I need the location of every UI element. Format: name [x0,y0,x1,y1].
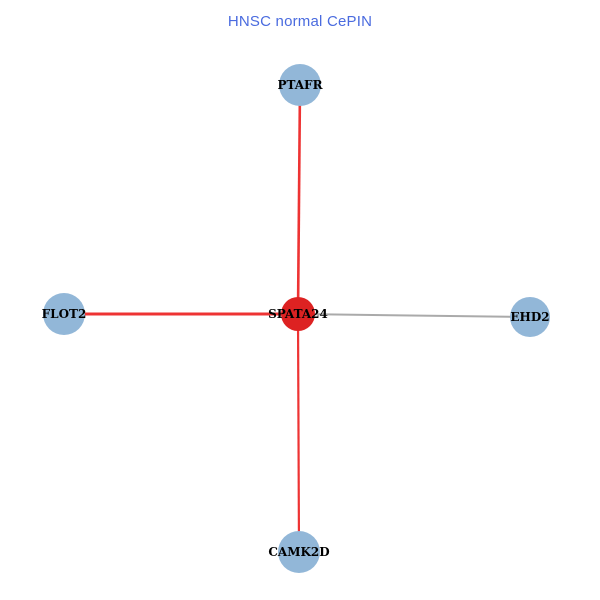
plot-title: HNSC normal CePIN [227,13,373,30]
node-label-EHD2: EHD2 [510,310,549,324]
node-FLOT2 [43,293,85,335]
node-SPATA24 [281,297,315,331]
node-label-PTAFR: PTAFR [277,78,323,92]
node-PTAFR [279,64,321,106]
edge-SPATA24-CAMK2D [296,313,301,553]
node-label-SPATA24: SPATA24 [268,307,328,321]
edge-SPATA24-EHD2 [297,313,531,318]
node-EHD2 [510,297,550,337]
node-label-FLOT2: FLOT2 [42,307,87,321]
node-label-CAMK2D: CAMK2D [268,545,329,559]
edge-SPATA24-PTAFR [296,84,302,315]
node-CAMK2D [278,531,320,573]
